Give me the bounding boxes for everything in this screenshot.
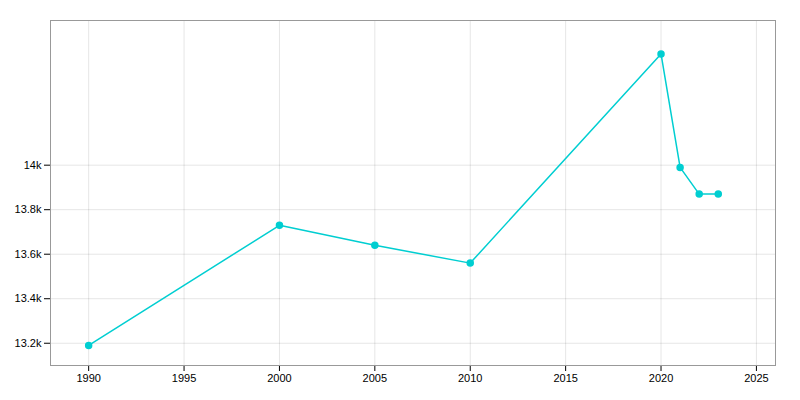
svg-text:14k: 14k — [24, 159, 42, 171]
svg-text:13.6k: 13.6k — [15, 248, 42, 260]
svg-text:13.2k: 13.2k — [15, 337, 42, 349]
svg-text:2015: 2015 — [553, 372, 577, 384]
svg-text:2025: 2025 — [744, 372, 768, 384]
svg-text:13.4k: 13.4k — [15, 292, 42, 304]
svg-text:2005: 2005 — [363, 372, 387, 384]
svg-text:1990: 1990 — [76, 372, 100, 384]
svg-text:1995: 1995 — [172, 372, 196, 384]
svg-text:2020: 2020 — [649, 372, 673, 384]
svg-text:2010: 2010 — [458, 372, 482, 384]
svg-text:13.8k: 13.8k — [15, 203, 42, 215]
svg-text:2000: 2000 — [267, 372, 291, 384]
